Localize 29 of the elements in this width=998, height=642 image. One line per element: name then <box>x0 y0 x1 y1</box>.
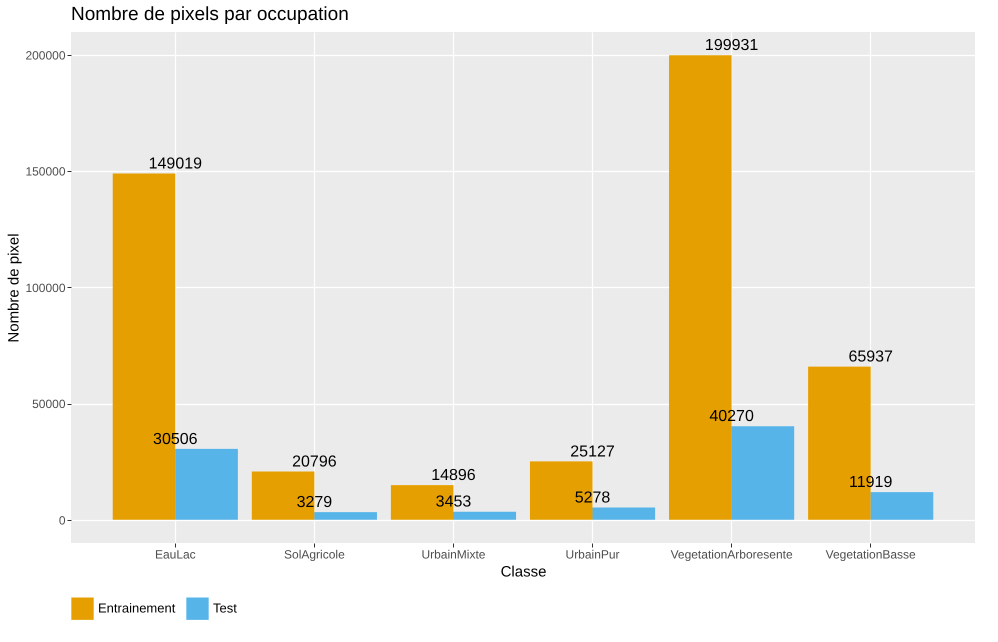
y-tick-label: 0 <box>58 513 66 528</box>
y-axis-title: Nombre de pixel <box>5 233 22 343</box>
bar <box>592 508 656 520</box>
x-tick-label: SolAgricole <box>284 548 346 562</box>
bar <box>314 512 377 520</box>
bar <box>870 492 934 520</box>
data-label: 25127 <box>570 443 615 460</box>
x-tick-label: UrbainMixte <box>421 548 486 562</box>
legend-label: Entrainement <box>98 600 176 616</box>
data-label: 20796 <box>292 453 337 470</box>
data-label: 149019 <box>148 156 202 173</box>
legend-label: Test <box>213 600 238 616</box>
x-tick-label: VegetationBasse <box>826 548 916 562</box>
data-label: 14896 <box>431 467 476 484</box>
chart-title: Nombre de pixels par occupation <box>71 4 349 25</box>
data-label: 5278 <box>574 490 610 507</box>
data-label: 65937 <box>848 348 894 366</box>
x-tick-label: EauLac <box>154 548 196 562</box>
x-tick-label: UrbainPur <box>566 548 620 562</box>
bar <box>732 426 794 520</box>
y-tick-label: 100000 <box>25 280 66 295</box>
data-label: 199931 <box>704 37 758 54</box>
bar <box>175 448 238 520</box>
bar <box>453 512 516 520</box>
y-tick-label: 200000 <box>25 48 66 63</box>
y-tick-label: 50000 <box>32 397 66 412</box>
x-tick-label: VegetationArboresente <box>670 548 793 562</box>
x-axis-title: Classe <box>500 564 546 580</box>
y-tick-label: 150000 <box>25 164 66 179</box>
